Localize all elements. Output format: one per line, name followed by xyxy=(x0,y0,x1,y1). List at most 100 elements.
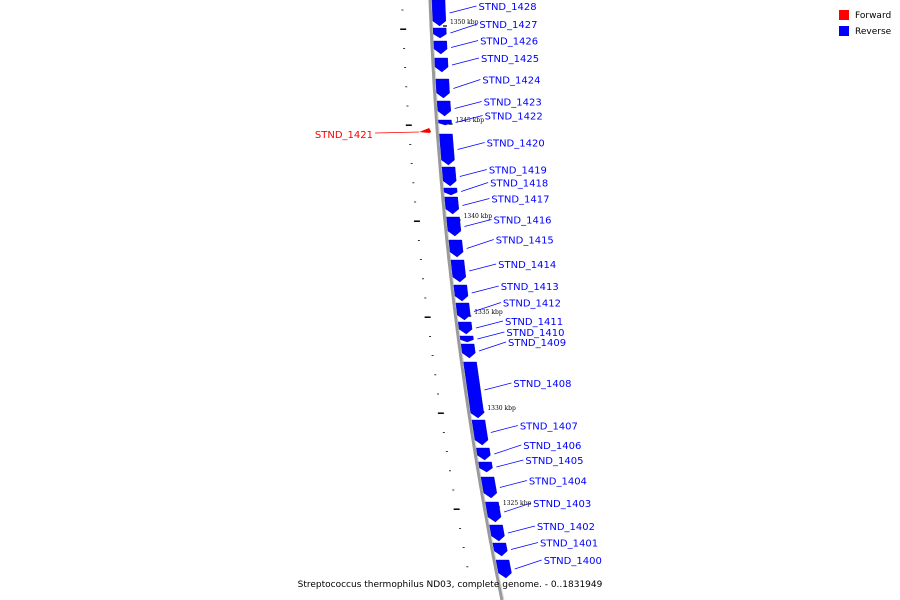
gene-label[interactable]: STND_1408 xyxy=(513,379,571,390)
gene-feature-reverse[interactable] xyxy=(492,542,508,557)
gene-label-leader xyxy=(450,23,478,34)
gene-label-leader xyxy=(478,341,507,352)
gene-label-leader xyxy=(499,480,527,488)
gene-label[interactable]: STND_1424 xyxy=(482,76,540,87)
gene-label-leader xyxy=(453,79,481,89)
gene-feature-reverse[interactable] xyxy=(443,187,458,196)
gene-feature-reverse[interactable] xyxy=(455,302,471,321)
gene-label[interactable]: STND_1405 xyxy=(525,456,583,467)
gene-label-leader xyxy=(473,302,502,312)
gene-label[interactable]: STND_1426 xyxy=(480,37,538,48)
gene-feature-reverse[interactable] xyxy=(438,119,452,126)
gene-feature-reverse[interactable] xyxy=(431,0,447,27)
gene-feature-reverse[interactable] xyxy=(489,524,505,542)
gene-label-leader xyxy=(457,142,485,150)
gene-feature-reverse[interactable] xyxy=(476,447,491,461)
gene-feature-reverse[interactable] xyxy=(450,259,467,283)
gene-feature-reverse[interactable] xyxy=(434,57,449,73)
gene-feature-reverse[interactable] xyxy=(460,343,476,359)
backbone xyxy=(428,0,505,600)
gene-feature-reverse[interactable] xyxy=(459,335,474,343)
gene-label[interactable]: STND_1402 xyxy=(537,522,595,533)
gene-label[interactable]: STND_1404 xyxy=(529,477,587,488)
legend-reverse-swatch xyxy=(839,26,849,36)
gene-label-leader xyxy=(504,502,532,513)
gene-label[interactable]: STND_1416 xyxy=(493,216,551,227)
gene-label-leader xyxy=(475,320,504,329)
map-caption: Streptococcus thermophilus ND03, complet… xyxy=(298,580,603,590)
gene-feature-reverse[interactable] xyxy=(433,40,448,55)
gene-label[interactable]: STND_1425 xyxy=(481,54,539,65)
gene-feature-reverse[interactable] xyxy=(463,361,485,419)
kbp-tick-label: 1350 kbp xyxy=(450,19,479,26)
gene-feature-reverse[interactable] xyxy=(446,216,462,237)
gene-label[interactable]: STND_1410 xyxy=(506,328,564,339)
gene-label-leader xyxy=(451,57,480,66)
gene-label[interactable]: STND_1417 xyxy=(491,195,549,206)
gene-label-leader xyxy=(374,131,420,134)
gene-label[interactable]: STND_1414 xyxy=(498,260,556,271)
gene-label-leader xyxy=(514,559,542,570)
gene-feature-reverse[interactable] xyxy=(444,196,460,215)
kbp-tick-label: 1340 kbp xyxy=(464,213,493,220)
kbp-tick-label: 1345 kbp xyxy=(456,117,485,124)
gene-label-leader xyxy=(455,115,483,123)
gene-label[interactable]: STND_1412 xyxy=(503,299,561,310)
gene-feature-reverse[interactable] xyxy=(439,133,455,166)
gene-label[interactable]: STND_1428 xyxy=(479,2,537,13)
gene-label-leader xyxy=(461,182,489,192)
gene-label[interactable]: STND_1411 xyxy=(505,317,563,328)
gene-feature-reverse[interactable] xyxy=(448,239,464,258)
legend-forward-label: Forward xyxy=(855,11,891,21)
gene-feature-reverse[interactable] xyxy=(480,476,498,499)
gene-label-leader xyxy=(507,525,536,534)
gene-label[interactable]: STND_1413 xyxy=(501,282,559,293)
gene-label[interactable]: STND_1403 xyxy=(533,499,591,510)
gene-feature-reverse[interactable] xyxy=(432,27,447,39)
gene-label-leader xyxy=(449,5,477,14)
gene-feature-reverse[interactable] xyxy=(453,284,469,302)
gene-feature-reverse[interactable] xyxy=(485,501,502,523)
gene-label[interactable]: STND_1418 xyxy=(490,179,548,190)
gene-label-leader xyxy=(469,263,497,272)
gene-label[interactable]: STND_1422 xyxy=(485,112,543,123)
gene-label-leader xyxy=(484,382,512,391)
gene-feature-reverse[interactable] xyxy=(435,78,450,99)
gene-label-leader xyxy=(450,40,479,48)
gene-label-leader xyxy=(490,425,518,433)
gene-label-leader xyxy=(510,542,539,550)
gene-feature-reverse[interactable] xyxy=(441,166,457,187)
gene-feature-reverse[interactable] xyxy=(471,419,489,446)
gene-labels: STND_1428 STND_1427 STND_1426 STND_1425 STND… xyxy=(315,2,602,570)
legend-reverse-label: Reverse xyxy=(855,27,892,37)
gene-label-leader xyxy=(462,198,490,206)
genome-backbone-highlight xyxy=(431,0,505,600)
gene-label-leader xyxy=(466,239,494,249)
gene-label[interactable]: STND_1427 xyxy=(479,20,537,31)
gene-label-leader xyxy=(496,459,524,468)
kbp-tick-label: 1330 kbp xyxy=(487,405,516,412)
gene-label-leader xyxy=(454,101,482,109)
gene-label-leader xyxy=(471,285,499,294)
gene-label[interactable]: STND_1400 xyxy=(544,556,602,567)
gene-label[interactable]: STND_1420 xyxy=(487,139,545,150)
gene-label-leader xyxy=(464,219,492,227)
gene-feature-reverse[interactable] xyxy=(495,559,512,579)
gene-label-leader xyxy=(494,444,522,455)
gene-label[interactable]: STND_1421 xyxy=(315,130,373,141)
gene-label[interactable]: STND_1415 xyxy=(496,236,554,247)
gene-label[interactable]: STND_1409 xyxy=(508,338,566,349)
gene-feature-reverse[interactable] xyxy=(457,321,473,335)
gene-label-leader xyxy=(459,169,487,177)
gene-label[interactable]: STND_1401 xyxy=(540,539,598,550)
gene-label[interactable]: STND_1423 xyxy=(484,98,542,109)
gene-feature-forward[interactable] xyxy=(419,128,432,133)
gene-feature-reverse[interactable] xyxy=(478,461,493,473)
gene-label[interactable]: STND_1407 xyxy=(520,422,578,433)
legend: Forward Reverse xyxy=(839,10,892,37)
gene-label[interactable]: STND_1406 xyxy=(523,441,581,452)
gene-label[interactable]: STND_1419 xyxy=(489,166,547,177)
gene-feature-reverse[interactable] xyxy=(436,100,452,117)
gene-features xyxy=(419,0,512,579)
gene-label-leader xyxy=(477,331,505,340)
